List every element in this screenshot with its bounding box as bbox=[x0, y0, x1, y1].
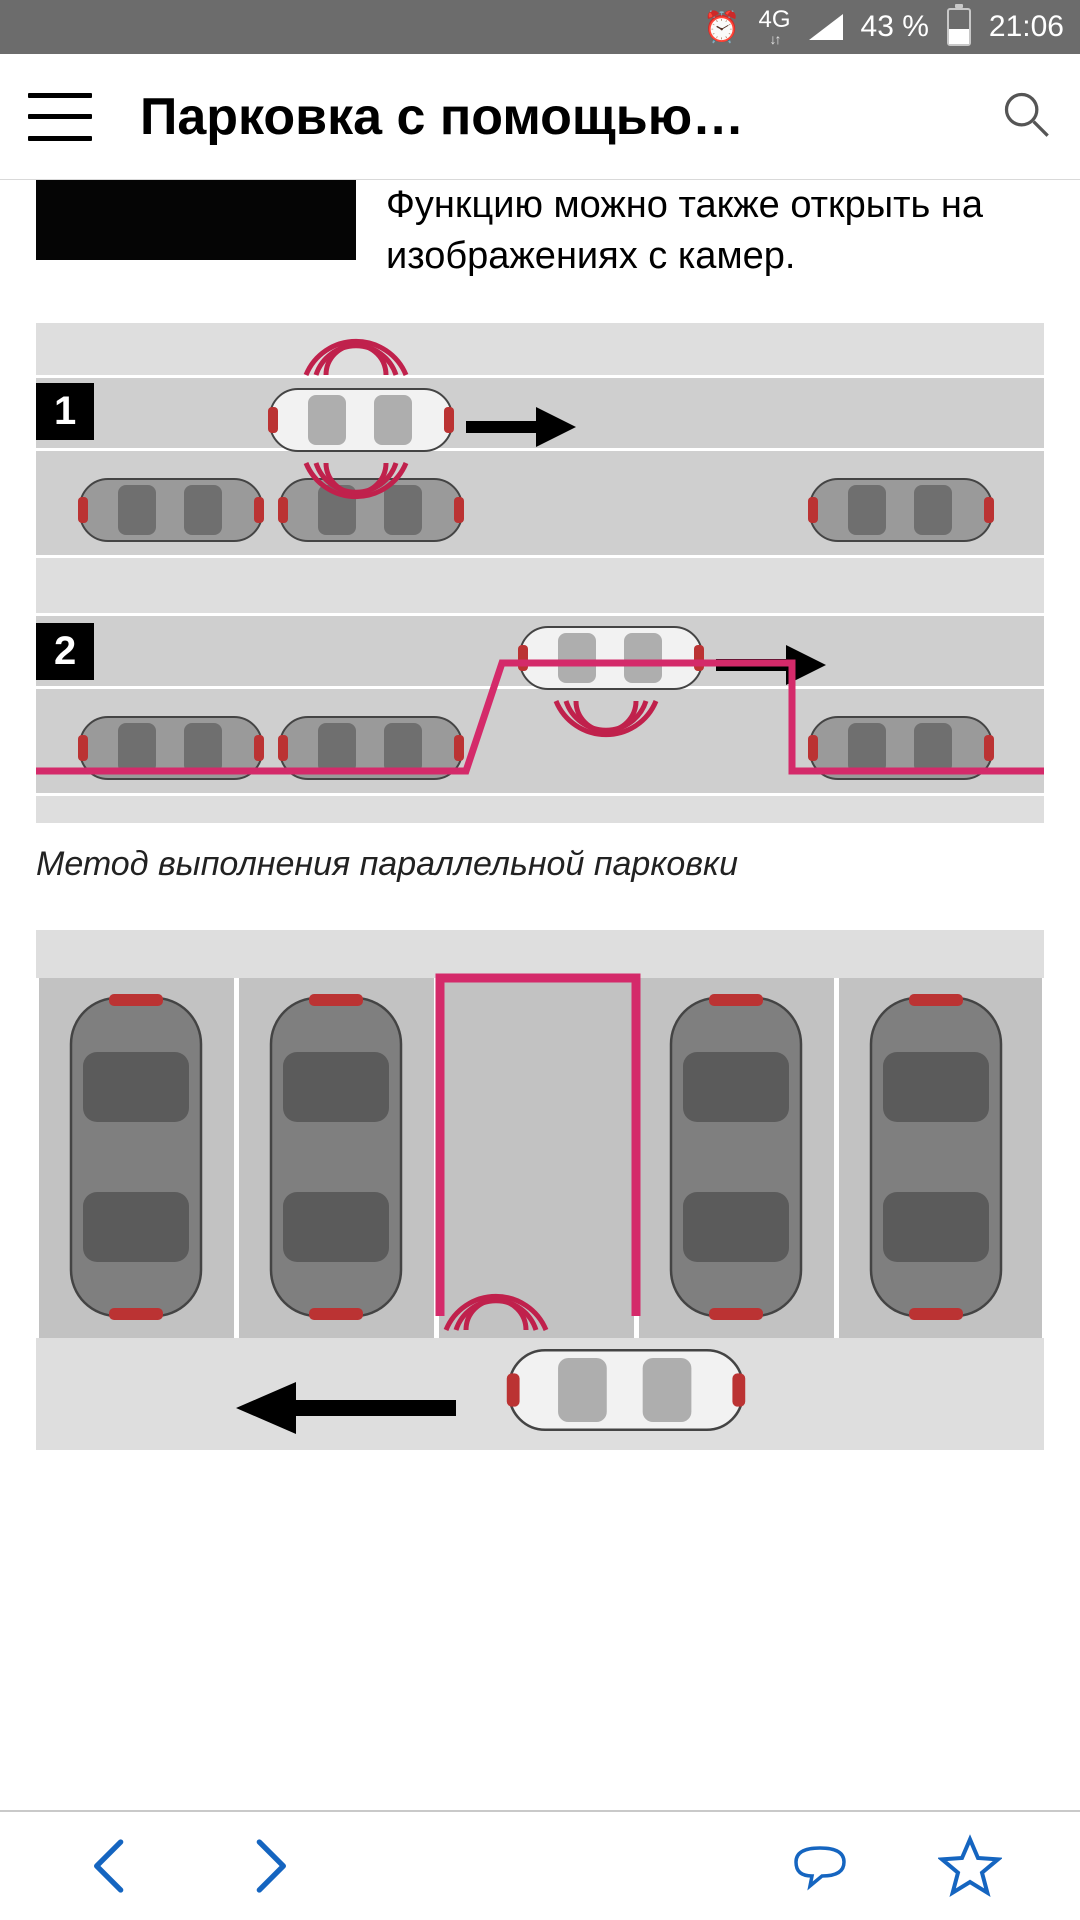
back-button[interactable] bbox=[60, 1826, 160, 1906]
chevron-left-icon bbox=[78, 1834, 142, 1898]
article-content[interactable]: Функцию можно также открыть на изображен… bbox=[0, 180, 1080, 1810]
alarm-icon: ⏰ bbox=[703, 10, 740, 45]
battery-level bbox=[949, 29, 969, 44]
hamburger-line-icon bbox=[28, 114, 92, 119]
android-status-bar: ⏰ 4G ↓↑ 43 % 21:06 bbox=[0, 0, 1080, 54]
chevron-right-icon bbox=[238, 1834, 302, 1898]
active-car bbox=[476, 1340, 776, 1440]
parking-gap-highlight bbox=[36, 323, 1044, 823]
battery-icon bbox=[947, 8, 971, 46]
forward-button[interactable] bbox=[220, 1826, 320, 1906]
network-label: 4G bbox=[759, 8, 791, 32]
bottom-toolbar bbox=[0, 1810, 1080, 1920]
favorite-button[interactable] bbox=[920, 1826, 1020, 1906]
step-badge: 2 bbox=[36, 623, 94, 680]
diagram-perpendicular-parking bbox=[36, 930, 1044, 1450]
search-button[interactable] bbox=[1000, 88, 1052, 145]
clock: 21:06 bbox=[989, 10, 1064, 44]
intro-row: Функцию можно также открыть на изображен… bbox=[36, 180, 1044, 283]
hamburger-line-icon bbox=[28, 136, 92, 141]
signal-icon bbox=[809, 14, 843, 40]
star-icon bbox=[938, 1834, 1002, 1898]
sensor-waves-icon bbox=[436, 1275, 556, 1340]
direction-arrow-icon bbox=[236, 1378, 456, 1443]
diagram-caption: Метод выполнения параллельной парковки bbox=[36, 845, 1044, 884]
search-icon bbox=[1000, 88, 1052, 140]
network-arrows-icon: ↓↑ bbox=[770, 32, 780, 46]
diagram-parallel-parking: 1 2 bbox=[36, 323, 1044, 823]
app-header: Парковка с помощью… bbox=[0, 54, 1080, 180]
hamburger-line-icon bbox=[28, 93, 92, 98]
page-title: Парковка с помощью… bbox=[92, 87, 1000, 147]
menu-button[interactable] bbox=[28, 93, 92, 141]
battery-percent: 43 % bbox=[861, 10, 929, 44]
intro-thumbnail bbox=[36, 180, 356, 260]
speech-bubble-icon bbox=[788, 1834, 852, 1898]
comment-button[interactable] bbox=[770, 1826, 870, 1906]
network-indicator: 4G ↓↑ bbox=[759, 8, 791, 46]
intro-text: Функцию можно также открыть на изображен… bbox=[386, 180, 1044, 283]
